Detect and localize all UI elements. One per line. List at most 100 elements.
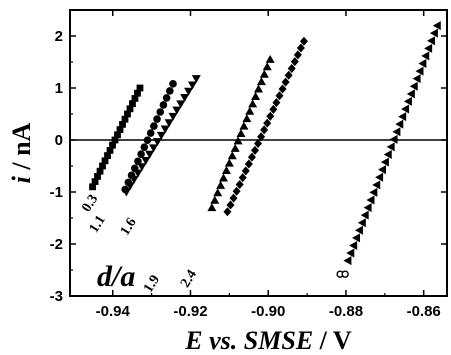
triangle-down-marker (168, 112, 178, 121)
x-tick-label: -0.90 (251, 303, 285, 320)
corner-label: d/a (97, 260, 135, 293)
triangle-left-marker (383, 149, 392, 159)
triangle-up-marker (227, 151, 237, 160)
square-marker (116, 126, 124, 133)
circle-marker (146, 129, 155, 137)
triangle-left-marker (363, 203, 372, 213)
square-marker (126, 105, 134, 113)
triangle-left-marker (354, 225, 363, 235)
x-tick-label: -0.92 (173, 303, 207, 320)
series-label: 2.4 (178, 268, 200, 291)
triangle-left-marker (360, 210, 369, 220)
x-tick-label: -0.94 (96, 303, 131, 320)
triangle-up-marker (236, 129, 246, 137)
triangle-up-marker (248, 99, 258, 108)
x-axis-title: E vs. SMSE / V (184, 326, 352, 355)
diamond-marker (235, 179, 244, 189)
diamond-marker (247, 152, 256, 162)
circle-marker (153, 115, 161, 123)
triangle-left-marker (375, 172, 384, 182)
diamond-marker (232, 186, 241, 196)
triangle-up-marker (207, 203, 217, 212)
triangle-down-marker (160, 125, 170, 134)
triangle-up-marker (230, 143, 240, 152)
y-tick-label: -1 (50, 184, 63, 201)
diamond-marker (263, 118, 272, 128)
square-marker (101, 157, 109, 165)
triangle-down-marker (133, 169, 143, 178)
square-marker (106, 147, 114, 154)
y-tick-label: 1 (55, 80, 63, 97)
triangle-left-marker (349, 240, 358, 250)
triangle-left-marker (429, 28, 438, 38)
triangle-up-marker (259, 69, 269, 78)
triangle-up-marker (245, 106, 255, 115)
triangle-left-marker (432, 21, 441, 31)
circle-marker (169, 80, 177, 88)
triangle-left-marker (412, 74, 421, 84)
diamond-marker (260, 125, 269, 135)
triangle-down-marker (191, 75, 201, 84)
diamond-marker (269, 104, 278, 114)
triangle-up-marker (221, 166, 231, 175)
y-tick-label: -3 (50, 288, 63, 305)
circle-marker (162, 94, 171, 102)
square-marker (96, 167, 104, 175)
triangle-down-marker (172, 106, 182, 115)
triangle-left-marker (401, 104, 410, 114)
circle-marker (137, 150, 145, 159)
triangle-down-marker (145, 150, 155, 159)
circle-marker (156, 108, 165, 116)
series-label: 1.6 (118, 216, 140, 239)
triangle-down-marker (137, 163, 147, 172)
square-marker (91, 178, 99, 185)
triangle-left-marker (406, 89, 415, 99)
series-label: 1.9 (141, 273, 163, 296)
triangle-down-marker (184, 87, 194, 96)
triangle-left-marker (386, 142, 395, 152)
triangle-down-marker (125, 182, 135, 191)
diamond-marker (223, 207, 232, 217)
triangle-down-marker (149, 144, 159, 153)
x-tick-label: -0.86 (407, 303, 441, 320)
square-marker (134, 89, 141, 97)
y-tick-label: -2 (50, 236, 63, 253)
square-marker (89, 183, 96, 191)
x-axis-title-italic: E vs. SMSE (184, 326, 313, 355)
diamond-marker (296, 43, 305, 53)
triangle-up-marker (239, 121, 249, 130)
triangle-down-marker (187, 81, 197, 90)
square-marker (129, 100, 136, 107)
x-axis-title-unit: / V (313, 326, 352, 355)
diamond-marker (257, 132, 266, 142)
square-marker (99, 162, 106, 170)
triangle-left-marker (403, 96, 412, 106)
y-tick-label: 2 (55, 28, 63, 45)
diamond-marker (266, 111, 275, 121)
diamond-marker (244, 159, 253, 169)
triangle-left-marker (357, 218, 366, 228)
triangle-left-marker (421, 51, 430, 61)
triangle-down-marker (176, 100, 186, 109)
plot-frame (69, 9, 448, 297)
circle-marker (150, 122, 158, 130)
triangle-left-marker (380, 157, 389, 167)
triangle-left-marker (369, 187, 378, 197)
diamond-marker (272, 98, 281, 108)
diamond-marker (238, 173, 247, 183)
diamond-marker (226, 200, 235, 210)
triangle-down-marker (121, 188, 131, 197)
diamond-marker (241, 166, 250, 176)
axis-ticks: -0.94 -0.92 -0.90 -0.88 -0.86 -3 -2 -1 0 1 2 (50, 10, 447, 320)
triangle-up-marker (254, 84, 263, 93)
triangle-left-marker (424, 43, 433, 53)
triangle-down-marker (180, 94, 190, 103)
triangle-up-marker (256, 77, 266, 86)
triangle-up-marker (213, 188, 223, 197)
circle-marker (140, 143, 149, 151)
diamond-marker (293, 50, 302, 60)
circle-marker (166, 87, 174, 95)
diamond-marker (290, 57, 299, 67)
diamond-marker (254, 139, 263, 149)
